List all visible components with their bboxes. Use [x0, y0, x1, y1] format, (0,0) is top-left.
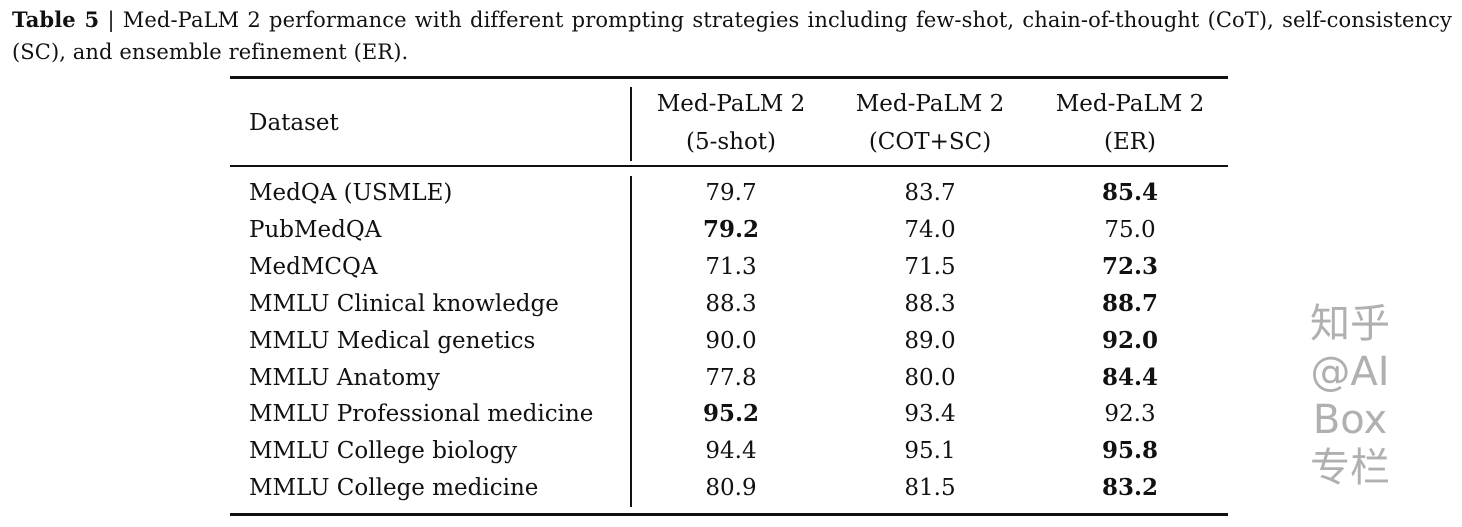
header-line2: (COT+SC) — [868, 129, 992, 155]
value-cell: 95.1 — [904, 438, 956, 465]
value-cell: 84.4 — [1101, 363, 1159, 391]
caption-separator: | — [107, 8, 115, 32]
body-divider — [630, 176, 632, 507]
value-cell: 93.4 — [904, 401, 956, 428]
dataset-cell: MedMCQA — [249, 253, 378, 280]
value-cell: 92.0 — [1101, 326, 1159, 354]
bottom-rule — [230, 513, 1228, 516]
value-cell: 77.8 — [705, 364, 757, 391]
value-cell: 71.3 — [705, 253, 757, 280]
watermark-part: Box — [1312, 397, 1388, 443]
value-cell: 88.3 — [705, 290, 757, 317]
value-cell: 83.7 — [904, 180, 956, 206]
value-cell: 80.0 — [904, 364, 956, 391]
dataset-cell: MMLU Clinical knowledge — [249, 290, 559, 317]
value-cell: 72.3 — [1101, 252, 1159, 280]
value-cell: 94.4 — [705, 438, 757, 465]
header-dataset: Dataset — [249, 110, 339, 136]
value-cell: 79.7 — [705, 180, 757, 206]
value-cell: 79.2 — [702, 215, 760, 243]
value-cell: 75.0 — [1104, 216, 1156, 243]
top-rule — [230, 76, 1228, 79]
value-cell: 95.8 — [1101, 437, 1159, 465]
value-cell: 90.0 — [705, 327, 757, 354]
dataset-cell: MMLU Professional medicine — [249, 401, 594, 428]
value-cell: 85.4 — [1101, 179, 1159, 206]
value-cell: 80.9 — [705, 475, 757, 502]
dataset-cell: MMLU Medical genetics — [249, 327, 536, 354]
table-caption: Table 5 | Med-PaLM 2 performance with di… — [12, 4, 1452, 68]
caption-text: Med-PaLM 2 performance with different pr… — [12, 8, 1452, 64]
value-cell: 88.3 — [904, 290, 956, 317]
header-line1: Med-PaLM 2 — [855, 91, 1005, 117]
value-cell: 83.2 — [1101, 474, 1159, 502]
dataset-cell: PubMedQA — [249, 216, 382, 243]
value-cell: 88.7 — [1101, 289, 1159, 317]
watermark-part: @AI — [1310, 349, 1390, 395]
value-cell: 92.3 — [1104, 401, 1156, 428]
header-line2: (ER) — [1103, 129, 1157, 155]
table-label: Table 5 — [12, 7, 100, 32]
value-cell: 81.5 — [904, 475, 956, 502]
dataset-cell: MMLU College biology — [249, 438, 518, 465]
header-cot-sc: Med-PaLM 2 (COT+SC) — [830, 85, 1030, 161]
watermark-logo: 知乎 @AI Box 专栏 — [1250, 300, 1450, 492]
watermark-part: 知乎 — [1310, 301, 1390, 347]
value-cell: 89.0 — [904, 327, 956, 354]
header-divider — [630, 87, 632, 161]
header-er: Med-PaLM 2 (ER) — [1030, 85, 1230, 161]
header-line1: Med-PaLM 2 — [1055, 91, 1205, 117]
header-5shot: Med-PaLM 2 (5-shot) — [631, 85, 831, 161]
dataset-cell: MMLU Anatomy — [249, 364, 440, 391]
dataset-cell: MedQA (USMLE) — [249, 180, 453, 206]
header-line1: Med-PaLM 2 — [656, 91, 806, 117]
watermark-part: 专栏 — [1310, 445, 1390, 491]
value-cell: 95.2 — [702, 400, 760, 428]
dataset-cell: MMLU College medicine — [249, 475, 539, 502]
mid-rule — [230, 165, 1228, 167]
value-cell: 74.0 — [904, 216, 956, 243]
value-cell: 71.5 — [904, 253, 956, 280]
header-line2: (5-shot) — [685, 129, 777, 155]
